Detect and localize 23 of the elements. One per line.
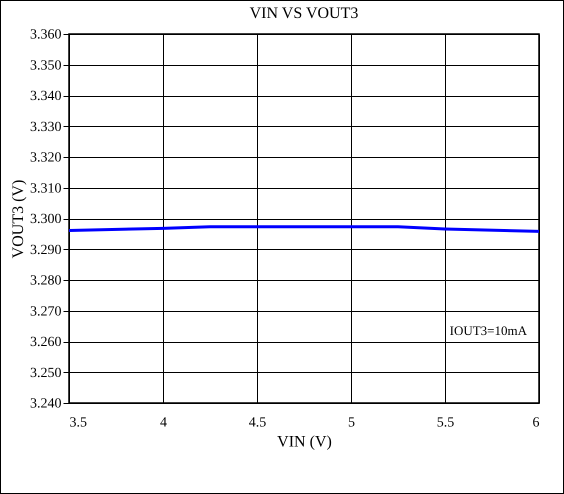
x-tick-label: 4 <box>160 416 167 430</box>
y-tick-label: 3.330 <box>30 120 62 135</box>
y-axis-title: VOUT3 (V) <box>10 180 27 258</box>
x-tick-label: 6 <box>532 416 540 430</box>
x-tick-label: 3.5 <box>70 416 87 430</box>
y-tick-label: 3.260 <box>30 335 62 350</box>
chart-title: VIN VS VOUT3 <box>250 5 358 22</box>
x-tick-label: 5 <box>348 416 355 430</box>
x-tick-label: 5.5 <box>436 416 454 430</box>
x-tick-label: 4.5 <box>248 416 266 430</box>
y-tick-label: 3.320 <box>30 150 62 166</box>
y-tick-label: 3.300 <box>30 212 62 227</box>
y-tick-label: 3.240 <box>30 396 62 412</box>
y-tick-label: 3.290 <box>30 242 62 258</box>
y-tick-label: 3.350 <box>30 58 62 74</box>
y-tick-label: 3.340 <box>30 89 62 104</box>
y-tick-label: 3.270 <box>30 304 62 320</box>
y-tick-label: 3.280 <box>30 274 62 288</box>
y-tick-label: 3.310 <box>30 181 62 196</box>
y-tick-label: 3.360 <box>30 28 62 42</box>
annotation: IOUT3=10mA <box>450 323 528 338</box>
y-tick-label: 3.250 <box>30 366 62 381</box>
x-axis-title: VIN (V) <box>277 434 332 450</box>
